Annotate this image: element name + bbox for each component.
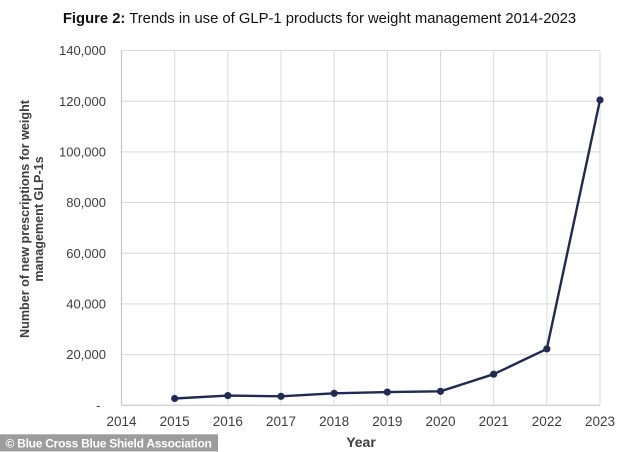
svg-text:40,000: 40,000 — [66, 297, 106, 312]
svg-text:2014: 2014 — [106, 414, 137, 429]
svg-text:Figure 2: Trends in use of GLP: Figure 2: Trends in use of GLP-1 product… — [63, 11, 576, 27]
svg-text:2019: 2019 — [372, 414, 402, 429]
svg-text:80,000: 80,000 — [66, 195, 106, 210]
svg-text:2018: 2018 — [319, 414, 349, 429]
svg-text:2016: 2016 — [213, 414, 243, 429]
svg-text:2021: 2021 — [479, 414, 509, 429]
svg-text:Number of new prescriptions fo: Number of new prescriptions for weight — [18, 99, 32, 338]
svg-text:120,000: 120,000 — [59, 94, 106, 109]
svg-text:-: - — [96, 398, 100, 413]
svg-text:management GLP-1s: management GLP-1s — [32, 156, 46, 281]
svg-text:Year: Year — [346, 434, 376, 450]
svg-text:2022: 2022 — [532, 414, 562, 429]
svg-text:2015: 2015 — [160, 414, 190, 429]
svg-text:20,000: 20,000 — [66, 347, 106, 362]
svg-text:60,000: 60,000 — [66, 246, 106, 261]
svg-text:2017: 2017 — [266, 414, 296, 429]
svg-text:2020: 2020 — [425, 414, 455, 429]
svg-text:© Blue Cross Blue Shield Assoc: © Blue Cross Blue Shield Association — [6, 437, 212, 451]
svg-text:100,000: 100,000 — [59, 145, 106, 160]
svg-text:2023: 2023 — [585, 414, 615, 429]
svg-text:140,000: 140,000 — [59, 43, 106, 58]
